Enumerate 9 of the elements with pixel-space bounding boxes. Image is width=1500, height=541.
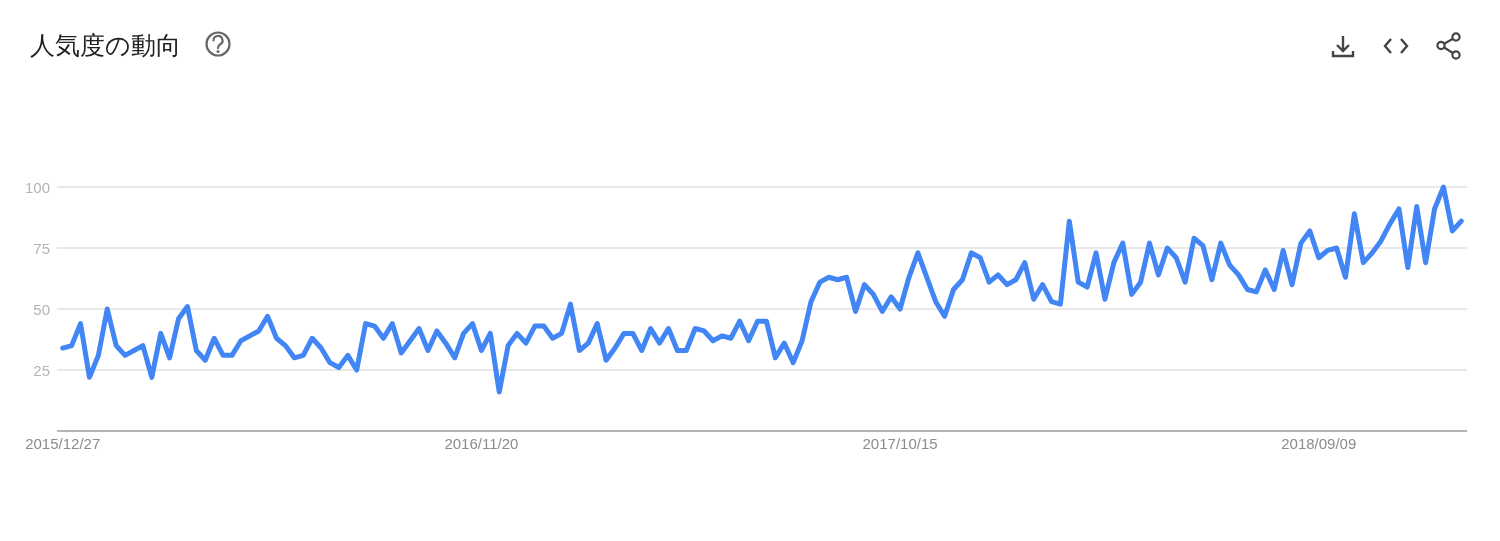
x-tick-label: 2017/10/15 (862, 435, 938, 452)
x-tick-label: 2016/11/20 (444, 435, 519, 452)
y-tick-label: 100 (24, 178, 50, 196)
x-tick-label: 2018/09/09 (1281, 435, 1357, 452)
y-tick-label: 25 (33, 361, 50, 379)
y-tick-label: 75 (33, 239, 50, 257)
y-tick-label: 50 (33, 300, 50, 318)
x-tick-label: 2015/12/27 (25, 435, 101, 452)
chart-title: 人気度の動向 (30, 31, 181, 59)
